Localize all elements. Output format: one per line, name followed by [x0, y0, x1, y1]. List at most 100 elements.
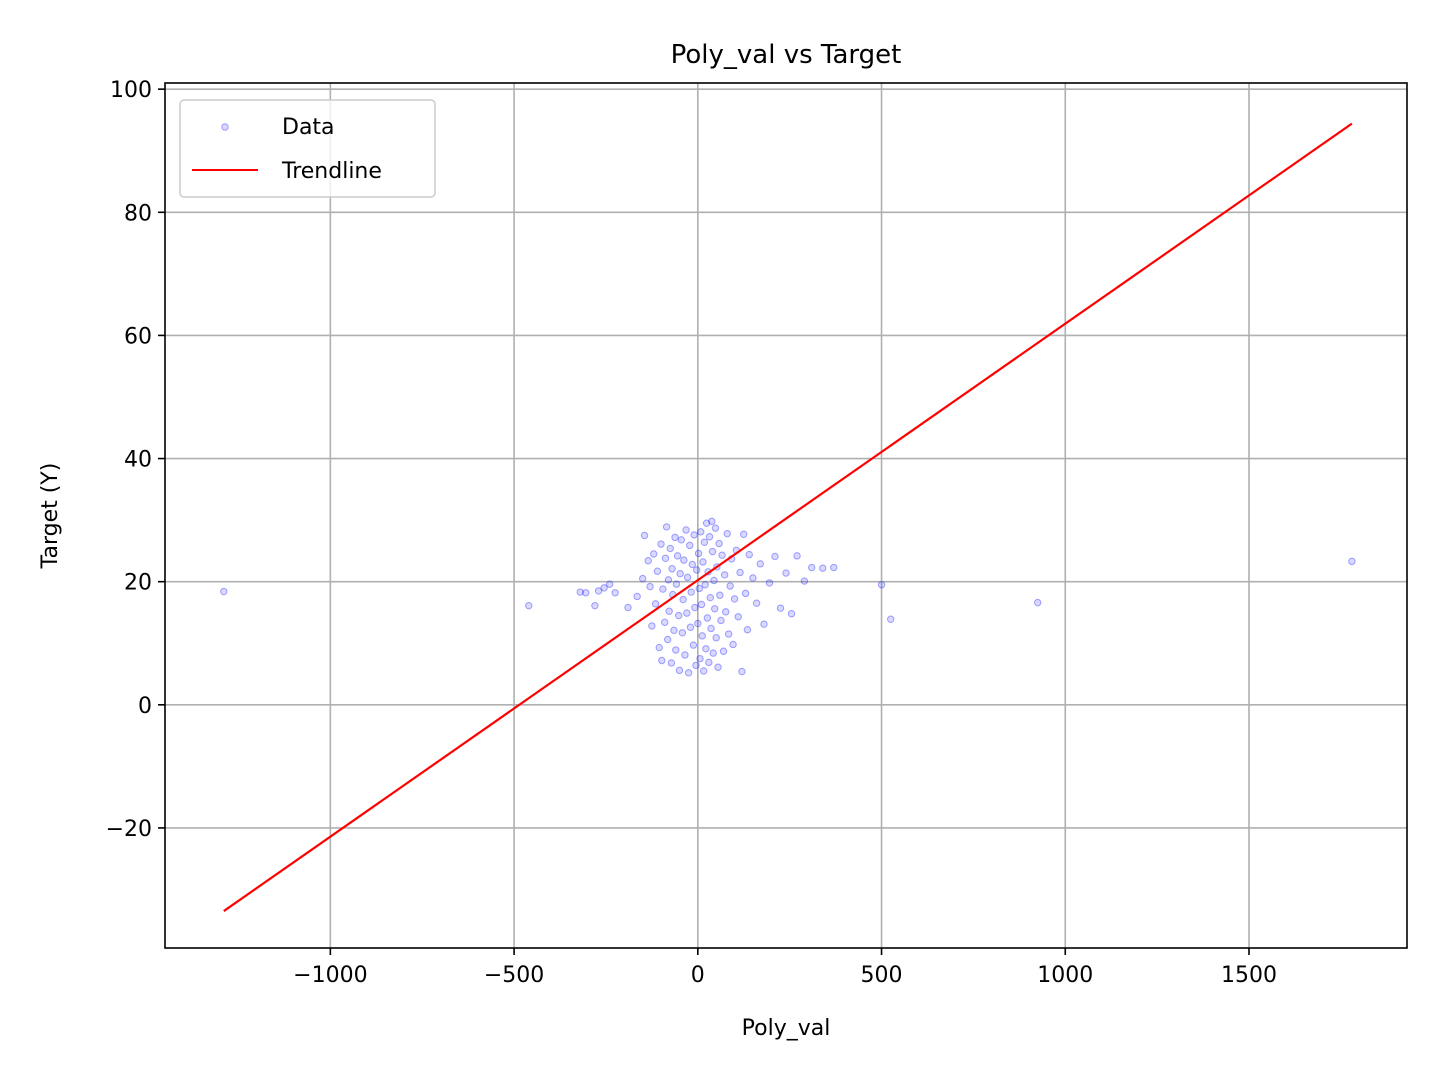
data-point [793, 552, 801, 560]
data-point [668, 565, 676, 573]
data-point [605, 580, 614, 588]
data-point [717, 616, 725, 625]
data-point [672, 646, 680, 654]
data-point [659, 585, 667, 593]
data-point [722, 608, 730, 616]
x-tick-label: 1000 [1037, 963, 1093, 988]
plot-frame [164, 82, 1408, 949]
data-point [711, 605, 719, 613]
data-point [756, 560, 764, 568]
data-point [675, 666, 684, 675]
data-point [525, 601, 533, 610]
x-tick-label: 1500 [1221, 963, 1277, 988]
data-point [715, 539, 723, 548]
data-point [808, 563, 816, 572]
data-point [730, 595, 739, 603]
data-point [676, 569, 684, 578]
data-point [644, 557, 652, 565]
data-point [667, 659, 676, 667]
data-point [741, 589, 750, 598]
data-point [745, 550, 753, 559]
data-point [740, 530, 748, 538]
data-point [681, 651, 689, 659]
data-point [711, 524, 720, 532]
data-point [749, 574, 757, 582]
data-point [716, 591, 724, 599]
legend: Data Trendline [179, 99, 436, 198]
data-point [702, 519, 711, 527]
legend-box [179, 99, 436, 198]
trendline-layer [223, 122, 1353, 912]
data-point [640, 531, 649, 540]
data-point [655, 643, 663, 652]
data-point [729, 640, 737, 649]
data-point [887, 615, 895, 623]
data-point [582, 589, 590, 597]
y-axis-label: Target (Y) [38, 463, 63, 570]
legend-data-marker [221, 123, 229, 131]
data-point [714, 663, 722, 671]
data-point [694, 619, 702, 628]
data-point [686, 623, 695, 631]
data-point [611, 589, 619, 597]
data-point [657, 540, 665, 548]
data-point [672, 580, 681, 588]
data-point [653, 567, 662, 575]
data-point [689, 641, 698, 649]
y-tick-label: 80 [124, 201, 152, 226]
data-point [591, 601, 599, 610]
data-point [877, 581, 886, 589]
data-point [683, 573, 692, 582]
data-point [800, 577, 809, 585]
y-tick-label: −20 [106, 817, 152, 842]
data-point [682, 526, 690, 534]
data-point [690, 531, 698, 539]
data-point [680, 556, 688, 564]
x-tick-label: −1000 [293, 963, 367, 988]
data-point [697, 600, 706, 609]
data-point [664, 576, 673, 584]
data-point [686, 541, 694, 550]
data-point [661, 618, 669, 627]
y-tick-label: 60 [124, 324, 152, 349]
data-point [765, 579, 774, 587]
data-point [683, 609, 691, 617]
data-point [646, 582, 654, 591]
data-point [703, 614, 712, 622]
data-point [662, 523, 671, 531]
data-point [692, 661, 700, 670]
y-tick-label: 0 [138, 694, 152, 719]
data-point [688, 560, 696, 569]
data-point [708, 517, 716, 526]
data-point [706, 593, 715, 602]
y-tick-label: 20 [124, 571, 152, 596]
data-point [691, 603, 699, 612]
data-point [719, 647, 728, 655]
legend-label-trendline: Trendline [281, 159, 382, 184]
data-point [782, 569, 790, 577]
data-point [594, 587, 603, 595]
data-point [665, 607, 673, 615]
data-point [663, 635, 672, 644]
data-point [738, 667, 746, 676]
data-point [661, 554, 670, 562]
x-tick-label: −500 [484, 963, 544, 988]
data-point [673, 552, 682, 560]
data-point [684, 669, 693, 677]
data-point [698, 632, 706, 640]
data-point [670, 626, 678, 635]
data-point [677, 536, 685, 544]
x-tick-label: 500 [861, 963, 903, 988]
data-point [819, 564, 827, 572]
y-tick-label: 100 [110, 78, 152, 103]
data-point [1034, 598, 1042, 607]
data-point [675, 611, 683, 620]
data-point [734, 613, 742, 621]
y-tick-label: 40 [124, 448, 152, 473]
data-point [220, 587, 228, 596]
chart-title: Poly_val vs Target [671, 40, 902, 70]
data-point [702, 645, 710, 653]
data-points [220, 517, 1356, 677]
